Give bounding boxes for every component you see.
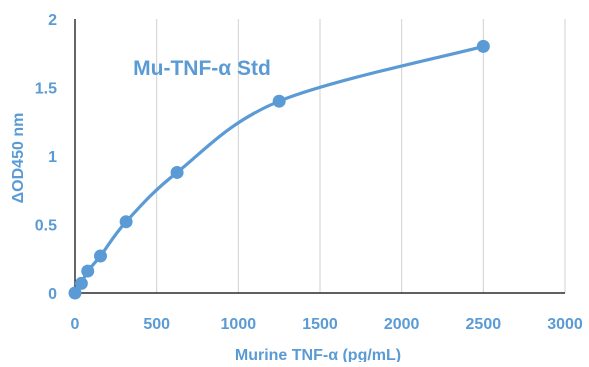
x-tick-label: 500: [143, 316, 170, 333]
y-tick-label: 0.5: [35, 218, 57, 235]
data-point: [81, 264, 95, 278]
y-tick-label: 0: [48, 286, 57, 303]
x-tick-label: 3000: [547, 316, 583, 333]
x-tick-label: 1000: [221, 316, 257, 333]
chart-title: Mu-TNF-α Std: [133, 57, 271, 80]
y-tick-label: 1.5: [35, 81, 57, 98]
x-axis-label: Murine TNF-α (pg/mL): [235, 347, 401, 362]
y-axis-label: ΔOD450 nm: [10, 113, 27, 204]
data-point: [93, 249, 107, 263]
data-point: [74, 276, 88, 290]
series-layer: [68, 39, 490, 300]
data-point: [170, 165, 184, 179]
x-tick-label: 2500: [466, 316, 502, 333]
y-tick-label: 2: [48, 12, 57, 29]
data-point: [68, 286, 82, 300]
series-line: [73, 44, 485, 295]
y-tick-label: 1: [48, 149, 57, 166]
axis-layer: [74, 19, 565, 294]
data-point: [476, 39, 490, 53]
data-point: [119, 215, 133, 229]
x-tick-label: 2000: [384, 316, 420, 333]
data-point: [272, 94, 286, 108]
x-tick-label: 1500: [302, 316, 338, 333]
tick-label-layer: 0 500 1000 1500 2000 2500 3000 0 0.5 1 1.5 2: [35, 12, 583, 333]
x-tick-label: 0: [71, 316, 80, 333]
